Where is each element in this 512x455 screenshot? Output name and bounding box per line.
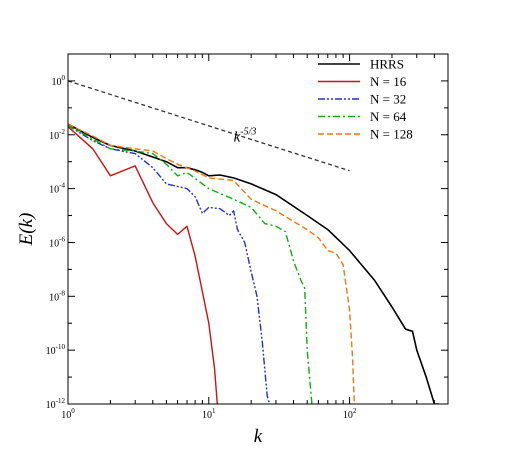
y-tick-label-exponent: -12 [56, 397, 66, 405]
y-tick-label: 10-12 [46, 397, 66, 411]
reference-slope-line [67, 80, 350, 172]
x-tick-label-base: 10 [343, 410, 353, 421]
y-tick-label-exponent: -10 [56, 343, 66, 351]
x-tick-label-base: 10 [202, 410, 212, 421]
y-tick-label-exponent: -2 [59, 128, 65, 136]
y-tick-label-exponent: -4 [59, 182, 65, 190]
y-tick-label-base: 10 [49, 131, 59, 142]
y-tick-label-exponent: -8 [59, 289, 65, 297]
series-line-0 [68, 123, 439, 404]
series-line-2 [68, 125, 271, 404]
x-tick-label: 101 [202, 407, 216, 421]
x-tick-label: 102 [343, 407, 357, 421]
y-tick-label-base: 10 [46, 346, 56, 357]
y-tick-label: 10-10 [46, 343, 66, 357]
y-tick-label-base: 10 [49, 238, 59, 249]
y-axis-label: E(k) [16, 213, 37, 247]
legend-label-2: N = 32 [370, 92, 406, 107]
y-tick-label-base: 10 [46, 400, 56, 411]
series-line-1 [68, 126, 218, 404]
y-tick-label-exponent: 0 [62, 74, 66, 82]
y-tick-label: 10-4 [49, 182, 65, 196]
x-tick-label-exponent: 1 [212, 407, 216, 415]
y-tick-label: 10-2 [49, 128, 65, 142]
reference-slope-label-exponent: -5/3 [240, 127, 256, 138]
reference-slope-label-base: k [234, 130, 241, 146]
y-tick-label: 10-8 [49, 289, 65, 303]
x-tick-label-exponent: 2 [353, 407, 357, 415]
y-tick-label: 10-6 [49, 235, 65, 249]
y-tick-label-exponent: -6 [59, 235, 65, 243]
legend-label-0: HRRS [370, 57, 404, 72]
x-tick-label-exponent: 0 [71, 407, 75, 415]
plot-frame [67, 53, 449, 405]
legend-label-3: N = 64 [370, 109, 407, 124]
y-tick-label: 100 [52, 74, 66, 88]
x-axis-label: k [254, 426, 263, 447]
reference-slope-label: k-5/3 [234, 127, 257, 146]
y-tick-label-base: 10 [52, 77, 62, 88]
series-line-4 [68, 123, 355, 404]
y-tick-label-base: 10 [49, 185, 59, 196]
legend-label-1: N = 16 [370, 74, 407, 89]
legend-label-4: N = 128 [370, 127, 413, 142]
x-tick-label-base: 10 [61, 410, 71, 421]
series-line-3 [68, 124, 313, 404]
y-tick-label-base: 10 [49, 292, 59, 303]
x-tick-label: 100 [61, 407, 75, 421]
